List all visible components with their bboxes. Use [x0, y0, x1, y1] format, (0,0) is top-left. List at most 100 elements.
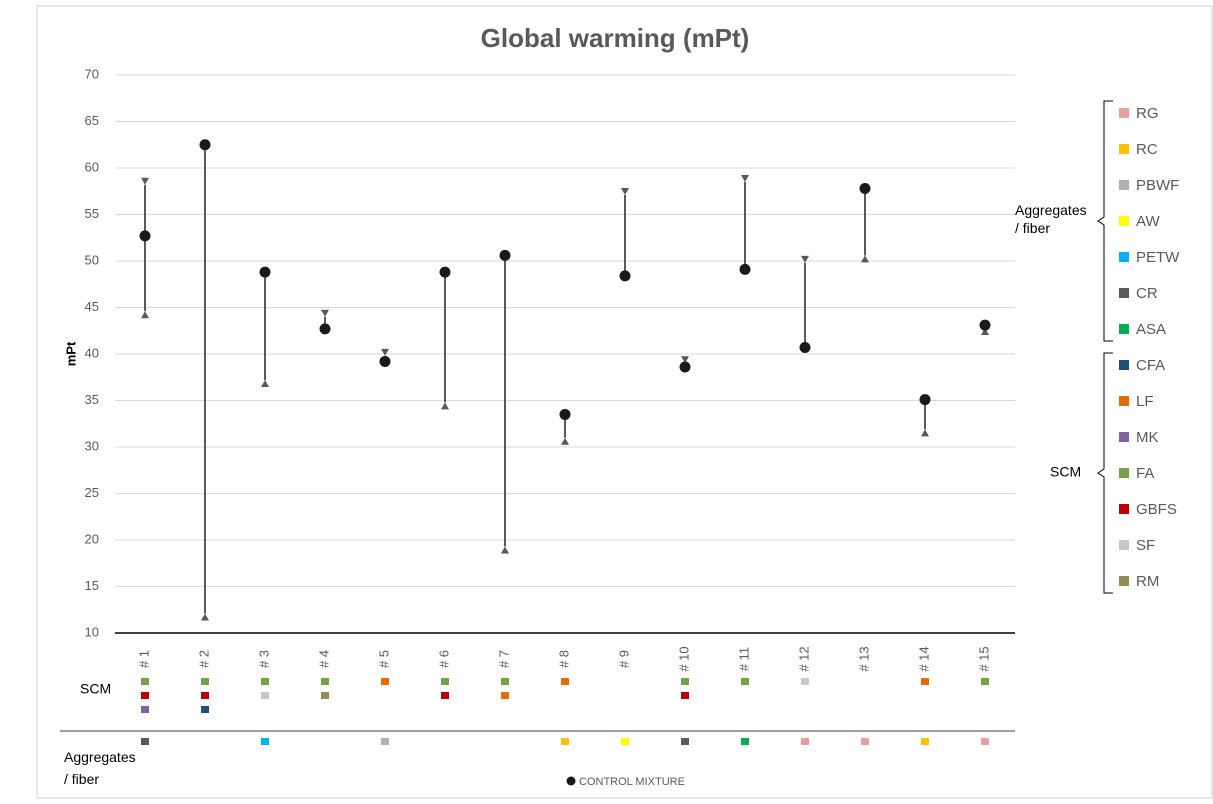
y-tick-label: 55	[85, 206, 99, 221]
legend-label: AW	[1136, 213, 1160, 230]
x-tick-label: # 6	[436, 650, 451, 668]
aggregate-marker	[861, 738, 869, 745]
aggregate-marker	[921, 738, 929, 745]
x-tick-label: # 10	[676, 646, 691, 671]
arrowhead	[141, 177, 149, 185]
legend-label: PETW	[1136, 249, 1180, 266]
arrowhead	[861, 255, 869, 263]
y-tick-label: 25	[85, 485, 99, 500]
y-tick-label: 70	[85, 66, 99, 81]
x-tick-label: # 12	[796, 646, 811, 671]
arrowhead	[321, 309, 329, 317]
y-tick-label: 35	[85, 392, 99, 407]
arrowhead	[801, 255, 809, 263]
chart-title: Global warming (mPt)	[481, 23, 750, 53]
legend-label: ASA	[1136, 321, 1166, 338]
y-tick-label: 65	[85, 113, 99, 128]
x-tick-label: # 7	[496, 650, 511, 668]
scm-marker	[501, 692, 509, 699]
legend-swatch	[1119, 180, 1129, 190]
legend-swatch	[1119, 504, 1129, 514]
legend-group-label: SCM	[1050, 464, 1081, 480]
legend-swatch	[1119, 108, 1129, 118]
scm-marker	[441, 678, 449, 685]
legend-swatch	[1119, 396, 1129, 406]
control-dot	[919, 394, 931, 406]
scm-marker	[441, 692, 449, 699]
x-tick-label: # 14	[916, 646, 931, 671]
legend-swatch	[1119, 252, 1129, 262]
legend-label: MK	[1136, 429, 1159, 446]
scm-marker	[321, 692, 329, 699]
legend-label: GBFS	[1136, 501, 1177, 518]
control-dot	[799, 341, 811, 353]
frame	[36, 5, 1213, 799]
legend-label: SF	[1136, 537, 1155, 554]
scm-marker	[741, 678, 749, 685]
scm-marker	[501, 678, 509, 685]
x-tick-label: # 5	[376, 650, 391, 668]
legend-swatch	[1119, 576, 1129, 586]
x-tick-label: # 1	[136, 650, 151, 668]
legend-group-label: Aggregates / fiber	[1015, 202, 1087, 236]
control-dot	[619, 270, 631, 282]
y-tick-label: 10	[85, 624, 99, 639]
y-tick-label: 40	[85, 345, 99, 360]
legend-label: RM	[1136, 573, 1159, 590]
aggregate-marker	[801, 738, 809, 745]
control-dot	[859, 182, 871, 194]
aggregates-row-label: Aggregates / fiber	[64, 749, 136, 787]
scm-marker	[141, 678, 149, 685]
legend-swatch	[1119, 144, 1129, 154]
legend-bracket	[1097, 352, 1113, 594]
legend-dot	[566, 776, 576, 786]
x-tick-label: # 4	[316, 650, 331, 668]
legend-label: RG	[1136, 105, 1159, 122]
x-tick-label: # 3	[256, 650, 271, 668]
arrowhead	[201, 613, 209, 621]
legend-label: CFA	[1136, 357, 1165, 374]
legend-label: PBWF	[1136, 177, 1179, 194]
arrowhead	[981, 327, 989, 335]
aggregate-marker	[621, 738, 629, 745]
arrowhead	[921, 429, 929, 437]
legend-swatch	[1119, 432, 1129, 442]
aggregate-marker	[981, 738, 989, 745]
scm-marker	[201, 706, 209, 713]
legend-label: CR	[1136, 285, 1158, 302]
aggregate-marker	[561, 738, 569, 745]
scm-marker	[261, 678, 269, 685]
legend-bracket	[1097, 100, 1113, 342]
arrowhead	[561, 437, 569, 445]
legend-swatch	[1119, 288, 1129, 298]
x-tick-label: # 13	[856, 646, 871, 671]
control-dot	[739, 263, 751, 275]
scm-marker	[381, 678, 389, 685]
y-tick-label: 30	[85, 438, 99, 453]
arrowhead	[441, 402, 449, 410]
arrowhead	[741, 174, 749, 182]
control-dot	[139, 230, 151, 242]
legend-swatch	[1119, 216, 1129, 226]
y-tick-label: 20	[85, 531, 99, 546]
legend-swatch	[1119, 540, 1129, 550]
control-dot	[559, 408, 571, 420]
legend-swatch	[1119, 360, 1129, 370]
arrowhead	[261, 380, 269, 388]
control-dot	[259, 266, 271, 278]
scm-marker	[981, 678, 989, 685]
control-dot	[439, 266, 451, 278]
arrowhead	[681, 356, 689, 364]
legend-label: LF	[1136, 393, 1154, 410]
y-tick-label: 45	[85, 299, 99, 314]
scm-marker	[681, 692, 689, 699]
scm-marker	[201, 692, 209, 699]
scm-marker	[201, 678, 209, 685]
x-tick-label: # 11	[736, 647, 751, 671]
scm-marker	[801, 678, 809, 685]
arrowhead	[621, 187, 629, 195]
scm-marker	[261, 692, 269, 699]
y-tick-label: 50	[85, 252, 99, 267]
legend-label: CONTROL MIXTURE	[579, 776, 685, 788]
aggregate-marker	[741, 738, 749, 745]
